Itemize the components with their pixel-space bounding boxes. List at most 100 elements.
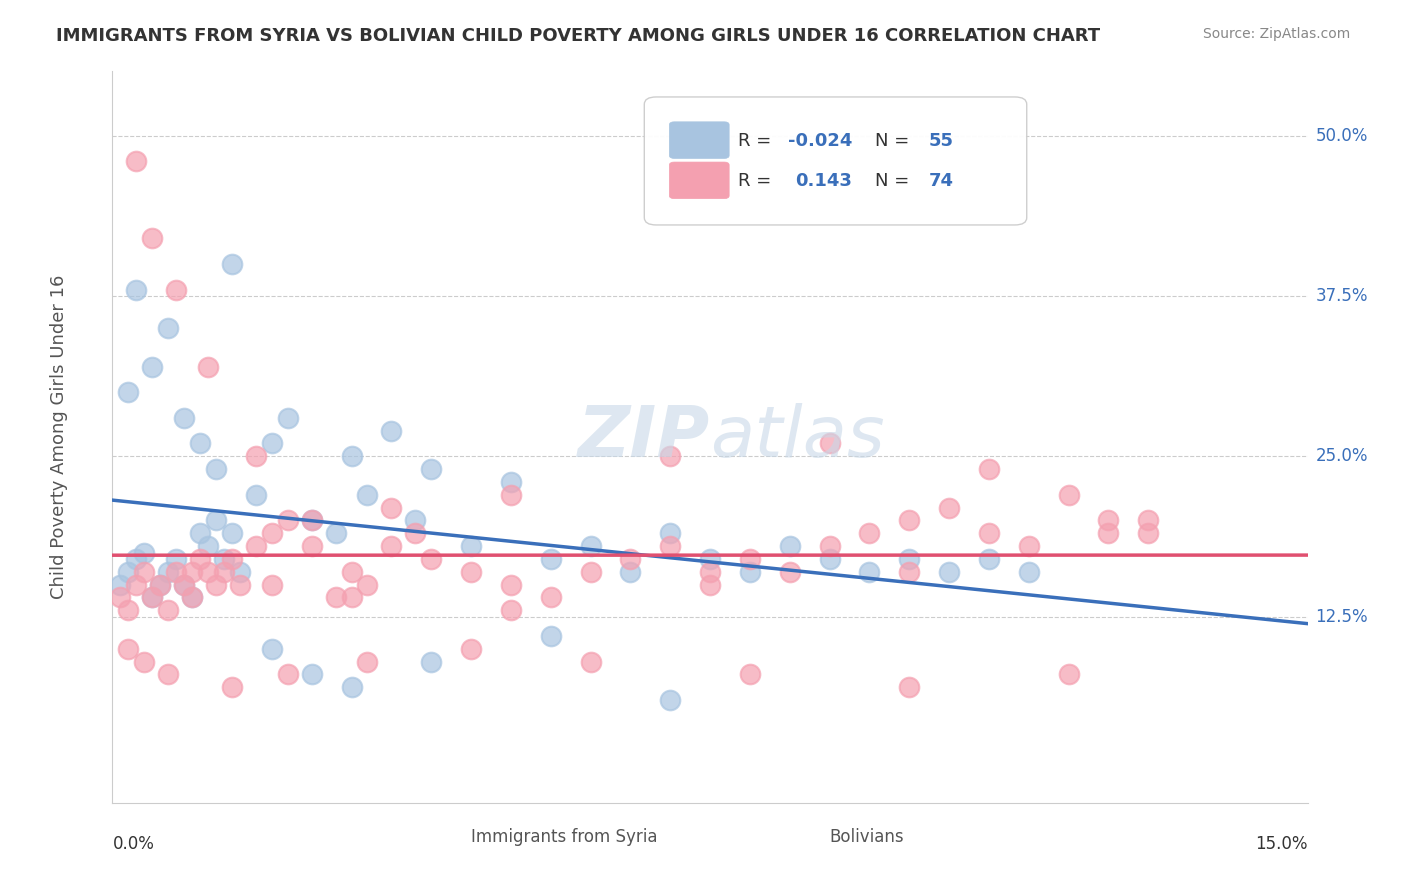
Point <box>173 577 195 591</box>
Point <box>1018 539 1040 553</box>
Text: N =: N = <box>875 172 915 190</box>
Point <box>117 565 139 579</box>
Point <box>898 514 921 528</box>
Point <box>188 526 211 541</box>
Point <box>117 385 139 400</box>
Text: 37.5%: 37.5% <box>1316 287 1368 305</box>
Point <box>1097 526 1119 541</box>
Point <box>340 565 363 579</box>
Point <box>659 450 682 464</box>
Point <box>301 514 323 528</box>
Point <box>141 359 163 374</box>
Point <box>165 283 187 297</box>
Point <box>858 565 880 579</box>
Point <box>818 436 841 450</box>
Point <box>173 410 195 425</box>
Point <box>356 655 378 669</box>
Point <box>818 539 841 553</box>
Point <box>149 577 172 591</box>
Point <box>499 577 522 591</box>
Point <box>125 577 148 591</box>
Point <box>420 462 443 476</box>
FancyBboxPatch shape <box>669 122 730 159</box>
Point <box>157 603 180 617</box>
Point <box>699 577 721 591</box>
Ellipse shape <box>786 826 813 848</box>
Point <box>301 667 323 681</box>
Point <box>977 526 1000 541</box>
Point <box>110 591 132 605</box>
Point <box>977 552 1000 566</box>
Point <box>141 231 163 245</box>
Ellipse shape <box>427 826 454 848</box>
Point <box>699 552 721 566</box>
Text: N =: N = <box>875 132 915 150</box>
Text: -0.024: -0.024 <box>787 132 852 150</box>
Text: 55: 55 <box>929 132 953 150</box>
Point <box>380 539 402 553</box>
Point <box>229 577 252 591</box>
Point <box>157 321 180 335</box>
Point <box>181 565 204 579</box>
Point <box>699 565 721 579</box>
Point <box>340 591 363 605</box>
Point <box>157 565 180 579</box>
Point <box>188 552 211 566</box>
Point <box>579 655 602 669</box>
Point <box>277 410 299 425</box>
Point <box>277 514 299 528</box>
Point <box>579 565 602 579</box>
Point <box>260 436 283 450</box>
Point <box>125 283 148 297</box>
Point <box>898 565 921 579</box>
Point <box>197 539 219 553</box>
Point <box>117 603 139 617</box>
Point <box>157 667 180 681</box>
Point <box>380 424 402 438</box>
Point <box>260 641 283 656</box>
Text: 12.5%: 12.5% <box>1316 607 1368 625</box>
Point <box>659 539 682 553</box>
Point <box>404 514 426 528</box>
Point <box>212 565 235 579</box>
Point <box>898 681 921 695</box>
Point <box>221 552 243 566</box>
Point <box>221 257 243 271</box>
Point <box>1057 667 1080 681</box>
Point <box>619 565 641 579</box>
Point <box>205 514 228 528</box>
FancyBboxPatch shape <box>669 162 730 199</box>
Point <box>165 552 187 566</box>
Point <box>125 154 148 169</box>
Text: Immigrants from Syria: Immigrants from Syria <box>471 828 658 847</box>
Point <box>325 591 347 605</box>
Point <box>738 565 761 579</box>
Point <box>301 514 323 528</box>
Point <box>181 591 204 605</box>
Point <box>245 539 267 553</box>
Text: Child Poverty Among Girls Under 16: Child Poverty Among Girls Under 16 <box>49 275 67 599</box>
Text: 74: 74 <box>929 172 953 190</box>
Text: 50.0%: 50.0% <box>1316 127 1368 145</box>
Point <box>1097 514 1119 528</box>
Point <box>181 591 204 605</box>
Point <box>540 591 562 605</box>
Point <box>460 565 482 579</box>
Point <box>221 681 243 695</box>
Point <box>499 488 522 502</box>
Point <box>245 488 267 502</box>
FancyBboxPatch shape <box>644 97 1026 225</box>
Text: Source: ZipAtlas.com: Source: ZipAtlas.com <box>1202 27 1350 41</box>
Point <box>125 552 148 566</box>
Text: ZIP: ZIP <box>578 402 710 472</box>
Point <box>1057 488 1080 502</box>
Text: R =: R = <box>738 172 782 190</box>
Point <box>134 545 156 559</box>
Point <box>260 526 283 541</box>
Point <box>205 462 228 476</box>
Point <box>619 552 641 566</box>
Point <box>212 552 235 566</box>
Point <box>197 565 219 579</box>
Point <box>141 591 163 605</box>
Point <box>1018 565 1040 579</box>
